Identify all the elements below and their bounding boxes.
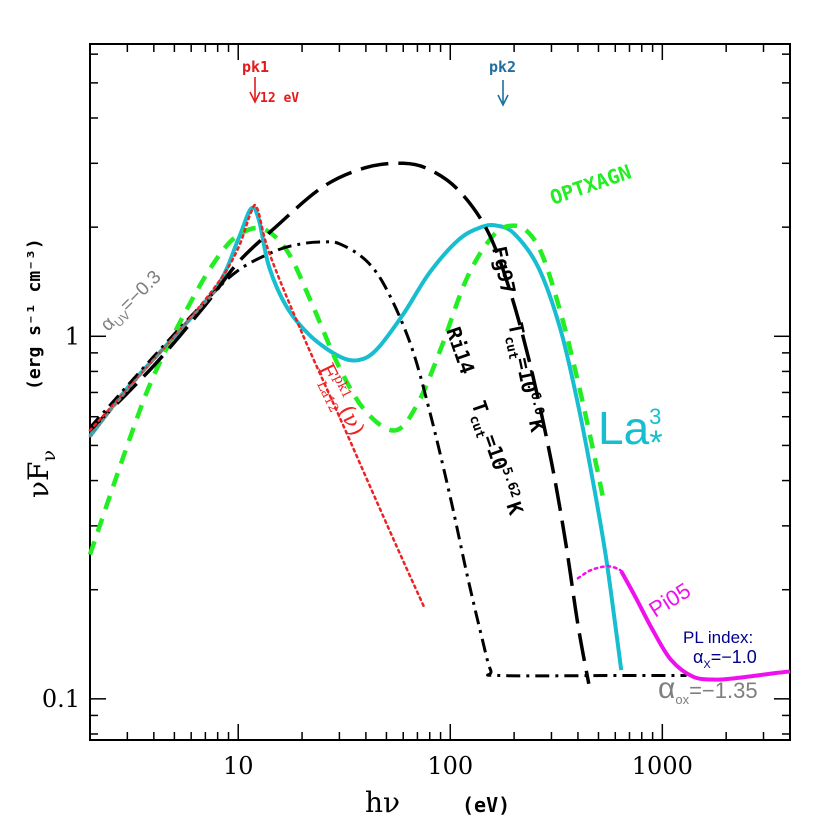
x-axis-unit: (eV) xyxy=(462,793,510,817)
axis-ticks xyxy=(89,44,791,740)
series-curves xyxy=(87,161,791,685)
pk1-arrowhead xyxy=(249,91,261,104)
y-tick-label: 0.1 xyxy=(42,685,80,713)
pk1-energy-label: 12 eV xyxy=(260,91,299,106)
y-tick-label: 1 xyxy=(65,322,80,350)
y-axis-unit: (erg s⁻¹ cm⁻³) xyxy=(24,238,45,390)
pk1-label: pk1 xyxy=(242,58,269,76)
series-line-7 xyxy=(88,287,219,438)
ri14-label: Ri14 xyxy=(441,324,479,377)
optxagn-label: OPTXAGN xyxy=(547,160,635,210)
series-line-4 xyxy=(88,203,426,608)
ri14-tcut-label: Tcut=105.62K xyxy=(462,398,528,520)
series-line-0 xyxy=(88,205,624,671)
x-tick-label: 100 xyxy=(427,752,473,780)
series-line-3 xyxy=(88,240,687,678)
alpha-x-label: αX=−1.0 xyxy=(693,647,757,671)
series-line-6 xyxy=(576,565,626,580)
pl-index-title: PL index: xyxy=(683,628,753,647)
fpk1-label: Fpk1La12(ν) xyxy=(307,359,371,443)
alpha-ox-label: αox=−1.35 xyxy=(658,672,758,707)
pk2-arrowhead xyxy=(497,94,509,107)
y-axis-label: νFν xyxy=(22,450,60,498)
alpha-uv-label: αUV=−0.3 xyxy=(97,267,168,338)
fg97-tcut-label: Tcut=106.0K xyxy=(498,320,549,435)
pk2-label: pk2 xyxy=(489,58,516,76)
la3-label: La3 * xyxy=(598,402,663,462)
pi05-label: Pi05 xyxy=(644,578,695,623)
fg97-label: Fg97 xyxy=(487,244,520,296)
x-tick-label: 10 xyxy=(223,752,254,780)
x-axis-label: hν xyxy=(365,786,400,819)
y-axis-title: νFν (erg s⁻¹ cm⁻³) xyxy=(22,238,60,498)
axis-tick-labels: 10 100 1000 0.1 1 xyxy=(42,322,693,780)
series-line-2 xyxy=(88,161,591,685)
series-line-5 xyxy=(619,570,791,682)
fpk1-label-group: Fpk1La12(ν) xyxy=(307,359,371,443)
x-tick-label: 1000 xyxy=(632,752,693,780)
